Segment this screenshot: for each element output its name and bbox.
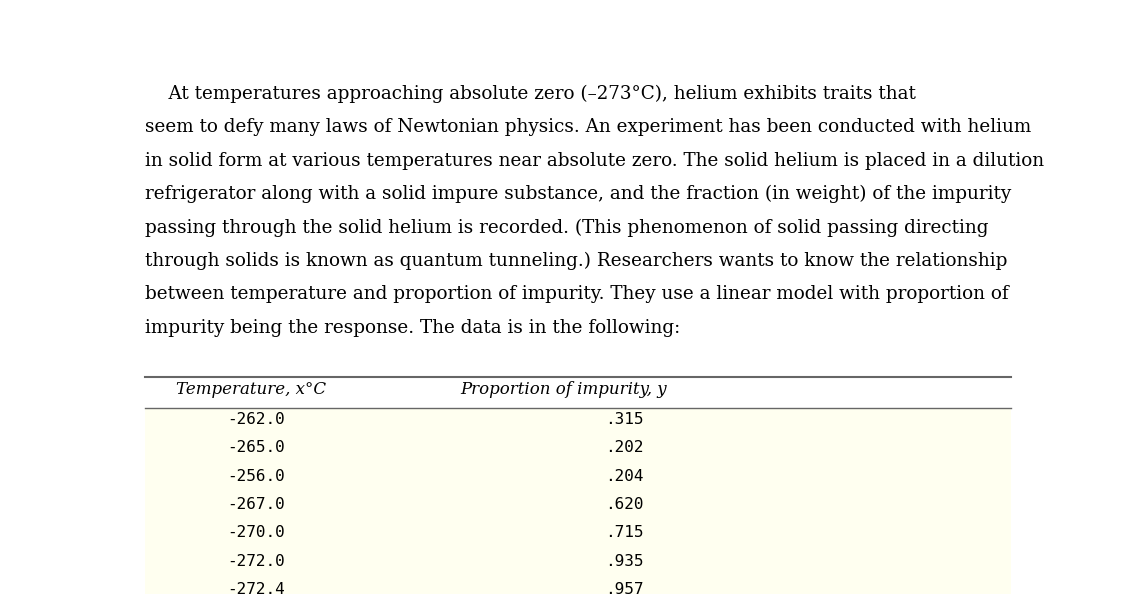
Text: -265.0: -265.0 — [228, 440, 285, 456]
Text: .202: .202 — [605, 440, 644, 456]
Text: in solid form at various temperatures near absolute zero. The solid helium is pl: in solid form at various temperatures ne… — [146, 152, 1045, 170]
Bar — [146, 465, 1011, 494]
Text: At temperatures approaching absolute zero (–273°C), helium exhibits traits that: At temperatures approaching absolute zer… — [146, 85, 916, 103]
Text: Proportion of impurity, y: Proportion of impurity, y — [460, 381, 667, 398]
Text: -272.0: -272.0 — [228, 554, 285, 569]
Bar — [146, 437, 1011, 465]
Text: -262.0: -262.0 — [228, 412, 285, 427]
Text: .957: .957 — [605, 582, 644, 594]
Text: Temperature, x°C: Temperature, x°C — [176, 381, 326, 398]
Bar — [146, 408, 1011, 437]
Bar — [146, 579, 1011, 594]
Text: -256.0: -256.0 — [228, 469, 285, 484]
Bar — [146, 522, 1011, 550]
Text: passing through the solid helium is recorded. (This phenomenon of solid passing : passing through the solid helium is reco… — [146, 219, 989, 237]
Text: -270.0: -270.0 — [228, 526, 285, 541]
Bar — [146, 550, 1011, 579]
Bar — [146, 494, 1011, 522]
Text: .715: .715 — [605, 526, 644, 541]
Text: .935: .935 — [605, 554, 644, 569]
Text: between temperature and proportion of impurity. They use a linear model with pro: between temperature and proportion of im… — [146, 285, 1008, 304]
Text: .204: .204 — [605, 469, 644, 484]
Text: through solids is known as quantum tunneling.) Researchers wants to know the rel: through solids is known as quantum tunne… — [146, 252, 1007, 270]
Text: -267.0: -267.0 — [228, 497, 285, 512]
Text: -272.4: -272.4 — [228, 582, 285, 594]
Text: seem to defy many laws of Newtonian physics. An experiment has been conducted wi: seem to defy many laws of Newtonian phys… — [146, 118, 1032, 137]
Text: refrigerator along with a solid impure substance, and the fraction (in weight) o: refrigerator along with a solid impure s… — [146, 185, 1012, 203]
Text: impurity being the response. The data is in the following:: impurity being the response. The data is… — [146, 319, 680, 337]
Text: .315: .315 — [605, 412, 644, 427]
Text: .620: .620 — [605, 497, 644, 512]
